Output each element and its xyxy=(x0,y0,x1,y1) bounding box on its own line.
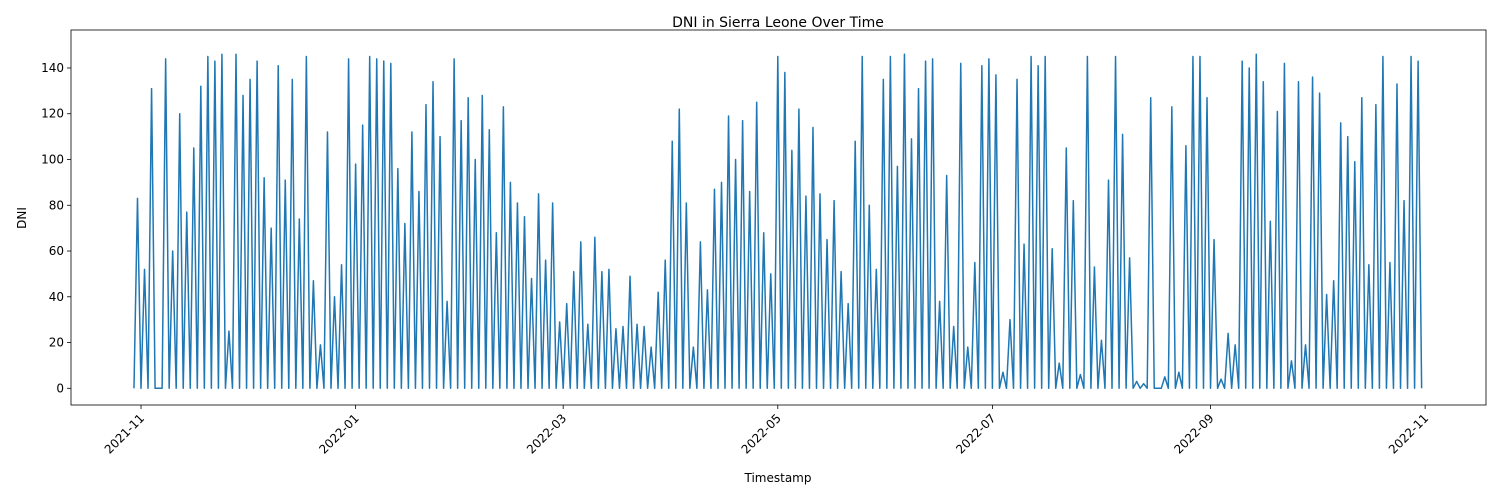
x-tick-label: 2022-09 xyxy=(1171,411,1216,456)
y-tick-label: 60 xyxy=(49,244,64,258)
x-tick-label: 2022-05 xyxy=(739,411,784,456)
y-tick-label: 20 xyxy=(49,336,64,350)
y-tick-label: 80 xyxy=(49,198,64,212)
x-tick-label: 2021-11 xyxy=(102,411,147,456)
y-tick-label: 40 xyxy=(49,290,64,304)
x-tick-label: 2022-03 xyxy=(524,411,569,456)
y-tick-label: 100 xyxy=(41,152,64,166)
chart-title: DNI in Sierra Leone Over Time xyxy=(672,15,884,31)
y-tick-label: 0 xyxy=(56,381,64,395)
x-axis-label: Timestamp xyxy=(744,471,812,485)
y-tick-label: 120 xyxy=(41,107,64,121)
x-tick-label: 2022-11 xyxy=(1386,411,1431,456)
plot-frame xyxy=(70,29,1487,406)
x-tick-label: 2022-07 xyxy=(953,411,998,456)
y-tick-label: 140 xyxy=(41,61,64,75)
data-line xyxy=(133,53,1423,390)
y-axis-label: DNI xyxy=(15,207,29,229)
x-tick-label: 2022-01 xyxy=(316,411,361,456)
